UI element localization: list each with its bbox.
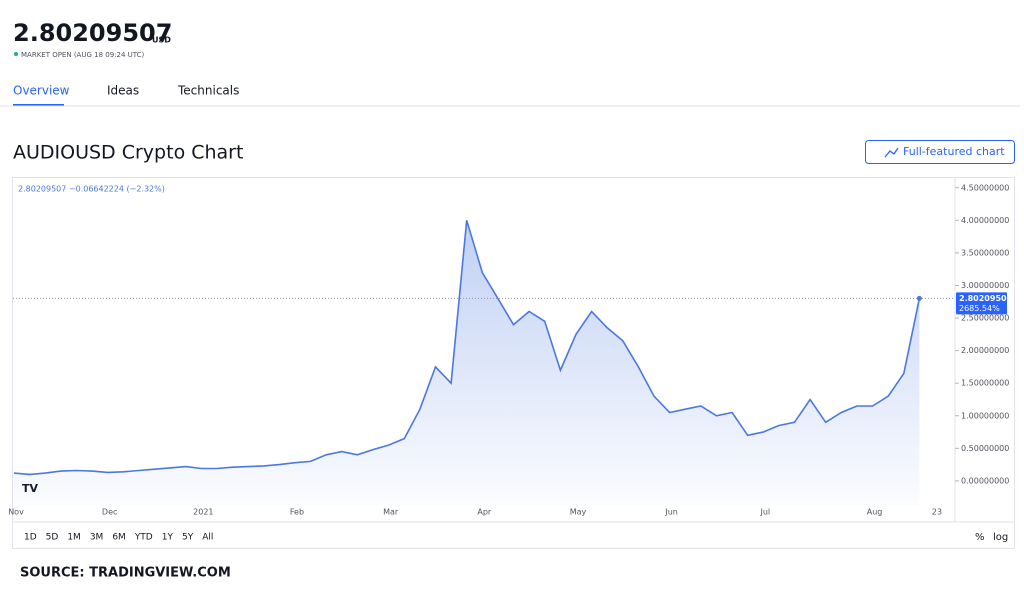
x-tick-label: Jun (664, 508, 678, 517)
x-tick-label: 23 (932, 508, 942, 517)
area-fill (14, 220, 920, 506)
range-button[interactable]: 5D (46, 533, 59, 543)
y-tick-label: 3.50000000 (961, 248, 1009, 257)
x-tick-label: May (570, 508, 587, 517)
range-button[interactable]: YTD (134, 533, 153, 543)
y-tick-label: 0.50000000 (961, 444, 1009, 453)
market-status: MARKET OPEN (AUG 18 09:24 UTC) (21, 51, 145, 59)
range-button[interactable]: 3M (90, 533, 104, 543)
range-button[interactable]: 1Y (162, 533, 174, 543)
tab[interactable]: Technicals (177, 84, 239, 98)
tab[interactable]: Overview (13, 84, 70, 98)
range-button[interactable]: 6M (112, 533, 126, 543)
x-tick-label: Aug (867, 508, 883, 517)
button-label: Full-featured chart (903, 145, 1005, 158)
range-button[interactable]: 5Y (182, 533, 194, 543)
status-dot (14, 52, 18, 56)
price-badge (956, 292, 1007, 315)
scale-option[interactable]: % (975, 532, 985, 543)
x-tick-label: Mar (383, 508, 399, 517)
x-tick-label: Feb (290, 508, 304, 517)
range-button[interactable]: 1M (67, 533, 81, 543)
x-tick-label: 2021 (193, 508, 213, 517)
y-tick-label: 1.00000000 (961, 411, 1009, 420)
section-title: AUDIOUSD Crypto Chart (13, 142, 243, 164)
tab[interactable]: Ideas (107, 84, 139, 98)
tab-underline (13, 104, 64, 106)
price: 2.80209507 (13, 19, 172, 47)
price-badge-value: 2.80209507 (959, 294, 1012, 303)
source: SOURCE: TRADINGVIEW.COM (20, 566, 231, 581)
y-tick-label: 4.00000000 (961, 216, 1009, 225)
y-tick-label: 0.00000000 (961, 476, 1009, 485)
y-tick-label: 2.50000000 (961, 314, 1009, 323)
currency: USD (152, 36, 171, 45)
range-button[interactable]: 1D (24, 533, 37, 543)
scale-option[interactable]: log (993, 532, 1008, 543)
button-icon (884, 147, 899, 158)
chart-legend: 2.80209507 −0.06642224 (−2.32%) (18, 185, 165, 194)
y-tick-label: 3.00000000 (961, 281, 1009, 290)
y-tick-label: 4.50000000 (961, 183, 1009, 192)
x-tick-label: Apr (477, 508, 492, 517)
price-line (13, 220, 921, 476)
price-badge-change: 2685.54% (959, 304, 1000, 313)
x-tick-label: Dec (102, 508, 117, 517)
x-tick-label: Nov (8, 508, 24, 517)
range-button[interactable]: All (202, 533, 213, 543)
y-tick-label: 2.00000000 (961, 346, 1009, 355)
y-tick-label: 1.50000000 (961, 379, 1009, 388)
last-point (916, 295, 922, 301)
full-chart-button[interactable] (865, 140, 1015, 164)
x-tick-label: Jul (759, 508, 770, 517)
